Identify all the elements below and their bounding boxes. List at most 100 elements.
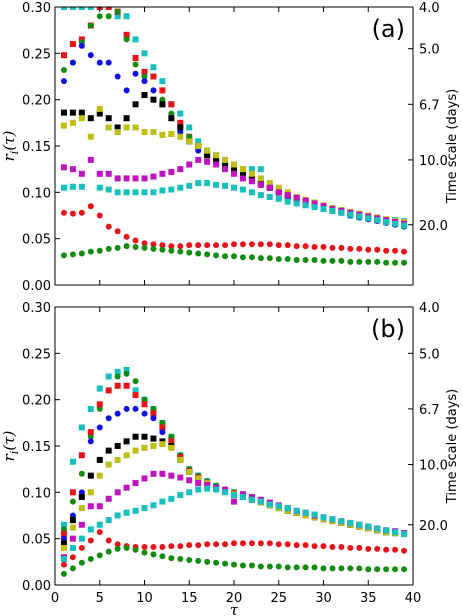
data-point: [114, 410, 121, 417]
data-point: [69, 458, 76, 465]
data-point: [60, 122, 67, 129]
data-point: [356, 521, 363, 528]
data-point: [159, 101, 166, 108]
panel-label: (a): [372, 15, 405, 43]
data-point: [159, 87, 166, 94]
data-point: [141, 396, 148, 403]
data-point: [150, 96, 157, 103]
data-point: [132, 378, 139, 385]
data-point: [150, 173, 157, 180]
data-point: [141, 401, 148, 408]
data-point: [302, 564, 309, 571]
data-point: [60, 531, 67, 538]
right-tick-label: 4.0: [419, 301, 440, 316]
data-point: [87, 52, 94, 59]
data-point: [204, 152, 211, 159]
data-point: [231, 166, 237, 173]
data-point: [186, 542, 193, 549]
data-point: [123, 175, 130, 182]
data-point: [222, 182, 229, 189]
data-point: [266, 255, 273, 262]
data-point: [132, 507, 139, 514]
data-point: [177, 248, 184, 255]
data-point: [239, 562, 246, 569]
y-tick-label: 0.30: [22, 301, 51, 316]
data-point: [60, 67, 67, 74]
data-point: [320, 565, 327, 572]
data-point: [168, 433, 175, 440]
y-tick-label: 0.05: [22, 533, 51, 548]
data-point: [213, 252, 220, 259]
data-point: [365, 246, 372, 253]
right-tick-label: 6.7: [419, 403, 440, 418]
data-point: [105, 387, 112, 394]
data-point: [284, 198, 291, 205]
data-point: [186, 556, 193, 563]
data-point: [257, 563, 264, 570]
data-point: [293, 194, 300, 201]
data-point: [105, 115, 112, 122]
data-point: [374, 246, 381, 253]
data-point: [150, 443, 157, 449]
data-point: [168, 168, 175, 175]
data-point: [78, 493, 85, 500]
data-point: [132, 546, 139, 553]
data-point: [213, 541, 220, 548]
data-point: [78, 535, 85, 542]
data-point: [204, 251, 211, 258]
data-point: [213, 181, 220, 188]
data-point: [284, 256, 291, 263]
data-point: [159, 429, 166, 436]
data-point: [69, 109, 76, 116]
data-point: [123, 36, 130, 43]
data-point: [141, 175, 148, 182]
data-point: [114, 189, 121, 196]
data-point: [302, 202, 309, 209]
data-point: [320, 206, 327, 213]
data-point: [401, 531, 408, 538]
data-point: [248, 254, 255, 261]
x-axis-label: τ: [230, 601, 239, 616]
data-point: [168, 543, 175, 550]
data-point: [213, 156, 220, 163]
data-point: [222, 541, 229, 548]
data-point: [96, 105, 103, 112]
data-point: [78, 521, 85, 528]
data-point: [132, 189, 139, 196]
data-point: [248, 496, 255, 503]
data-point: [293, 243, 300, 250]
data-point: [222, 161, 229, 168]
data-point: [275, 541, 282, 548]
data-point: [392, 566, 399, 573]
data-point: [195, 480, 202, 487]
data-point: [168, 243, 175, 250]
data-point: [87, 556, 94, 563]
data-point: [87, 537, 94, 544]
data-point: [401, 248, 408, 255]
data-point: [123, 115, 130, 122]
data-point: [96, 170, 103, 177]
data-point: [401, 222, 408, 229]
data-point: [311, 511, 318, 518]
data-point: [123, 452, 130, 459]
data-point: [266, 563, 273, 570]
data-point: [266, 193, 273, 200]
data-point: [141, 73, 148, 80]
data-point: [177, 124, 184, 131]
y-tick-label: 0.00: [22, 279, 51, 294]
data-point: [248, 189, 255, 196]
data-point: [69, 524, 76, 531]
data-point: [114, 13, 121, 20]
x-tick-label: 15: [181, 591, 198, 606]
data-point: [177, 119, 184, 126]
data-point: [231, 492, 237, 499]
data-point: [257, 175, 264, 182]
data-point: [105, 7, 112, 10]
data-point: [302, 542, 309, 549]
data-point: [123, 31, 130, 38]
y-tick-label: 0.10: [22, 486, 51, 501]
data-point: [96, 385, 103, 392]
data-point: [105, 124, 112, 131]
y-tick-label: 0.30: [22, 1, 51, 16]
data-point: [123, 243, 130, 250]
